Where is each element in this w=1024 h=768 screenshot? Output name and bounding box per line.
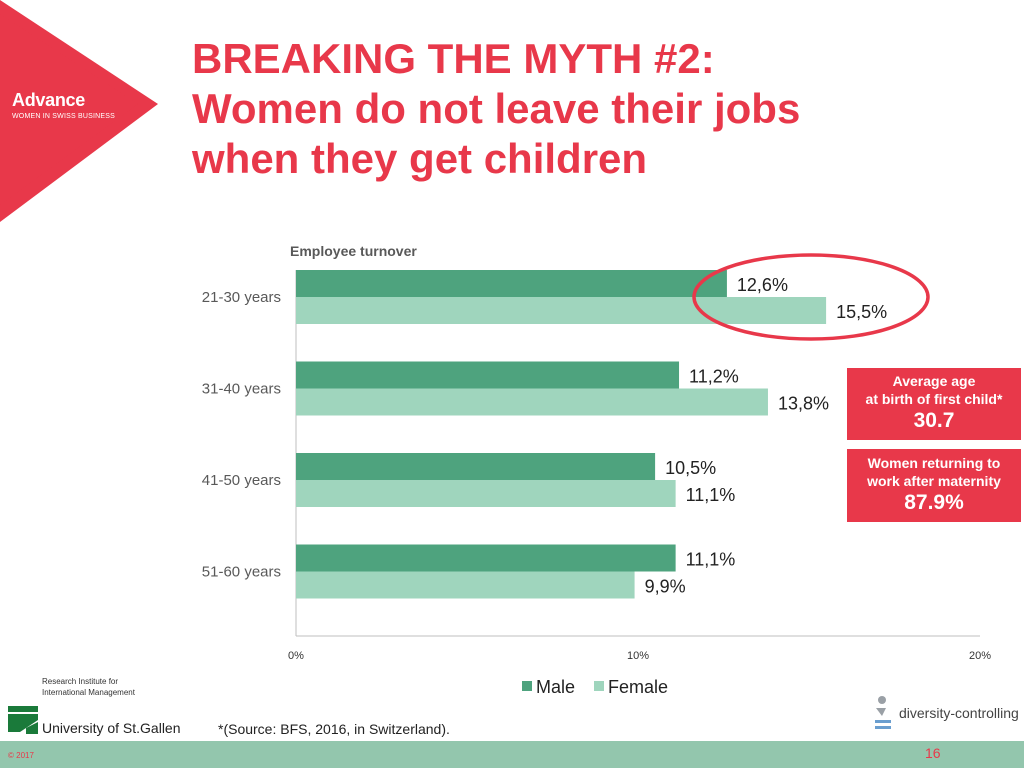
category-label: 31-40 years — [202, 381, 281, 398]
category-label: 51-60 years — [202, 564, 281, 581]
male-data-label: 12,6% — [737, 275, 788, 295]
page-number: 16 — [925, 745, 941, 761]
title-line-3: when they get children — [192, 135, 648, 182]
copyright: © 2017 — [8, 751, 34, 760]
partner-logo-text: diversity-controlling — [899, 705, 1019, 721]
highlight-circle — [692, 253, 930, 341]
logo-name: Advance — [12, 90, 85, 110]
info-box-label-line: at birth of first child* — [865, 391, 1003, 407]
female-bar — [296, 388, 768, 416]
turnover-chart: Employee turnover 0% 10% 20% 21-30 years 12,6… — [202, 243, 991, 697]
chart-subtitle: Employee turnover — [290, 243, 417, 259]
x-tick-label: 20% — [969, 650, 991, 662]
male-bar — [296, 361, 680, 389]
info-box-label-line: Women returning to — [867, 455, 1001, 471]
female-data-label: 15,5% — [836, 302, 887, 322]
footer-bar — [0, 741, 1024, 768]
category-label: 41-50 years — [202, 472, 281, 489]
female-bar — [296, 571, 635, 599]
info-box-value: 30.7 — [913, 409, 955, 432]
male-bar — [296, 270, 727, 297]
female-data-label: 9,9% — [645, 577, 686, 597]
title-line-2: Women do not leave their jobs — [192, 85, 801, 132]
info-box-women-returning: Women returning to work after maternity … — [847, 449, 1021, 522]
female-data-label: 13,8% — [778, 394, 829, 414]
legend-swatch-female — [594, 681, 604, 691]
legend-label-male: Male — [536, 677, 575, 697]
female-bar — [296, 480, 676, 507]
male-data-label: 11,2% — [689, 367, 739, 387]
male-bar — [296, 544, 676, 572]
university-mark-icon — [8, 706, 38, 734]
source-note: *(Source: BFS, 2016, in Switzerland). — [218, 721, 450, 737]
legend-swatch-male — [522, 681, 532, 691]
diversity-controlling-logo: diversity-controlling — [872, 694, 1019, 734]
male-bar — [296, 453, 656, 480]
info-box-average-age: Average age at birth of first child* 30.… — [847, 368, 1021, 440]
advance-logo: Advance WOMEN IN SWISS BUSINESS — [12, 90, 115, 120]
female-data-label: 11,1% — [686, 485, 736, 505]
info-box-value: 87.9% — [904, 491, 964, 514]
person-icon — [875, 696, 891, 729]
male-data-label: 10,5% — [665, 458, 716, 478]
slide-title: BREAKING THE MYTH #2: Women do not leave… — [192, 34, 992, 184]
corner-banner — [0, 0, 158, 222]
female-bar — [296, 297, 827, 324]
university-logo: Research Institute for International Man… — [8, 676, 181, 738]
info-box-label-line: work after maternity — [867, 473, 1001, 489]
male-data-label: 11,1% — [686, 550, 736, 570]
institute-line-2: International Management — [42, 688, 135, 697]
x-tick-label: 10% — [627, 650, 649, 662]
x-tick-label: 0% — [288, 650, 304, 662]
title-line-1: BREAKING THE MYTH #2: — [192, 35, 715, 82]
institute-line-1: Research Institute for — [42, 677, 119, 686]
legend-label-female: Female — [608, 677, 668, 697]
category-label: 21-30 years — [202, 289, 281, 306]
logo-subtitle: WOMEN IN SWISS BUSINESS — [12, 113, 115, 120]
info-box-label-line: Average age — [892, 373, 976, 389]
university-name: University of St.Gallen — [42, 720, 181, 736]
